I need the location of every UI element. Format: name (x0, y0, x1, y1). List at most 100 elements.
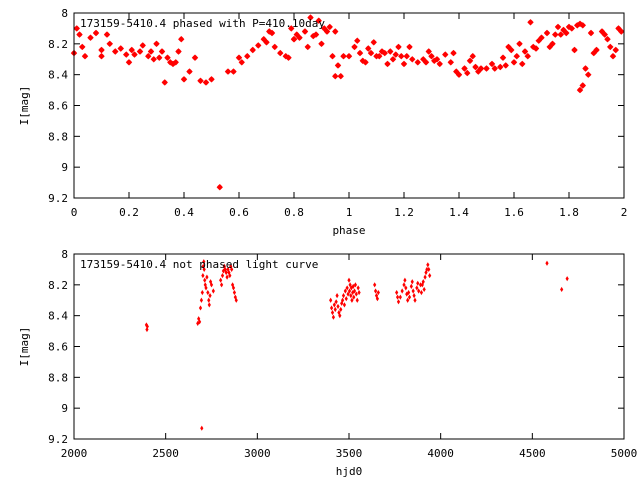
phased-data-point (554, 23, 562, 31)
unphased-data-point (406, 289, 411, 296)
unphased-data-point (339, 306, 343, 313)
phased-data-point (128, 46, 135, 54)
phased-data-point (464, 69, 471, 77)
unphased-data-point (211, 288, 215, 294)
phased-y-tick-label: 8.8 (48, 130, 68, 143)
phased-data-point (161, 79, 168, 86)
phased-x-axis-label: phase (332, 224, 365, 237)
phased-data-point (334, 62, 342, 69)
phased-data-point (403, 53, 410, 60)
unphased-data-point (145, 323, 149, 330)
phased-data-point (524, 53, 531, 60)
unphased-x-tick-label: 3000 (244, 447, 271, 460)
phased-data-point (593, 46, 600, 54)
phased-x-tick-label: 0.2 (119, 206, 139, 219)
unphased-data-point (426, 262, 430, 268)
unphased-x-axis-ticks: 2000 2500 3000 3500 4000 4500 5000 (61, 254, 637, 460)
phased-data-point (202, 79, 210, 86)
unphased-data-point (202, 259, 206, 265)
unphased-data-point (204, 285, 208, 291)
unphased-data-point (330, 309, 335, 316)
unphased-data-point (350, 297, 354, 303)
phased-chart-title: 173159-5410.4 phased with P=410.10day (80, 17, 325, 30)
phased-data-point (609, 53, 617, 60)
phased-data-point (197, 77, 204, 84)
phased-data-point (576, 86, 584, 94)
unphased-x-tick-label: 2000 (61, 447, 88, 460)
phased-data-point (285, 54, 292, 61)
unphased-data-point (421, 279, 425, 285)
phased-data-point (191, 54, 199, 61)
unphased-data-point (423, 274, 427, 280)
unphased-data-point (396, 299, 401, 305)
unphased-data-point (207, 302, 211, 308)
phased-data-point (117, 45, 124, 52)
unphased-data-point (375, 296, 380, 302)
unphased-data-point (395, 289, 399, 296)
phased-data-point (329, 53, 336, 60)
phased-data-point (326, 23, 333, 31)
phased-data-point (164, 54, 171, 61)
phased-data-point (255, 42, 262, 49)
phased-x-tick-label: 0.6 (229, 206, 249, 219)
unphased-data-point (208, 293, 212, 299)
phased-data-point (395, 43, 402, 51)
unphased-data-point (413, 297, 417, 303)
unphased-data-point (347, 288, 352, 294)
unphased-data-point (428, 272, 432, 279)
unphased-x-tick-label: 4500 (519, 447, 546, 460)
phased-data-point (112, 48, 119, 55)
unphased-data-point (205, 274, 209, 280)
unphased-data-point (202, 266, 206, 273)
unphased-data-point (348, 282, 352, 288)
phased-data-point (497, 63, 504, 71)
unphased-data-point (344, 296, 348, 302)
unphased-y-axis-label: I[mag] (18, 327, 31, 367)
unphased-data-point (230, 266, 234, 273)
unphased-y-tick-label: 9.2 (48, 433, 68, 446)
unphased-data-point (231, 285, 236, 291)
unphased-data-point (333, 306, 337, 313)
phased-data-point (450, 49, 457, 57)
unphased-data-point (199, 297, 204, 303)
phased-data-point (455, 71, 463, 78)
phased-x-tick-label: 1 (346, 206, 353, 219)
phased-data-point (290, 36, 298, 43)
phased-data-point (607, 43, 614, 51)
phased-data-point (318, 40, 325, 47)
unphased-data-point (346, 291, 350, 297)
unphased-data-point (219, 277, 223, 283)
phased-data-point (618, 28, 625, 35)
unphased-data-point (398, 294, 402, 300)
unphased-data-point (329, 305, 334, 311)
unphased-data-point (409, 283, 413, 289)
phased-y-axis-ticks: 8 8.2 8.4 8.6 8.8 9 9.2 (48, 7, 624, 205)
unphased-data-point (345, 285, 349, 291)
phased-data-point (582, 65, 589, 72)
phased-data-point (552, 31, 559, 38)
unphased-data-point (418, 282, 423, 288)
unphased-y-axis-ticks: 8 8.2 8.4 8.6 8.8 9 9.2 (48, 248, 624, 446)
unphased-data-point (352, 288, 357, 294)
phased-data-point (73, 25, 80, 32)
unphased-data-point (352, 294, 356, 300)
phased-data-point (301, 28, 309, 35)
phased-data-point (549, 40, 556, 47)
phased-data-point (131, 51, 138, 58)
phased-x-tick-label: 1.6 (504, 206, 524, 219)
phased-data-point (271, 43, 278, 51)
phased-data-point (502, 62, 509, 69)
phased-data-point (337, 73, 344, 80)
unphased-data-point (407, 294, 412, 300)
phased-data-point (543, 29, 551, 37)
unphased-data-point (395, 294, 400, 300)
phased-data-point (351, 43, 358, 51)
phased-data-point (79, 43, 86, 51)
unphased-data-point (332, 302, 336, 308)
unphased-data-point (402, 282, 406, 288)
unphased-data-point (200, 425, 204, 431)
phased-x-tick-label: 1.4 (449, 206, 469, 219)
phased-data-point (579, 22, 586, 29)
phased-data-point (488, 60, 496, 68)
phased-data-point (125, 59, 133, 66)
